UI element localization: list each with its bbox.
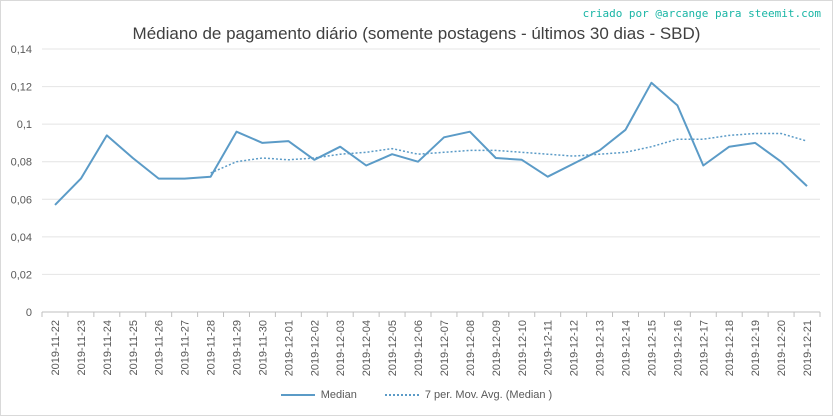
x-tick-label: 2019-12-16 [672,320,684,376]
y-tick-label: 0,04 [11,232,32,244]
x-tick-label: 2019-12-10 [517,320,529,376]
y-tick-label: 0,02 [11,269,32,281]
x-tick-label: 2019-12-03 [335,320,347,376]
y-tick-label: 0,1 [17,119,32,131]
legend-label-moving-average: 7 per. Mov. Avg. (Median ) [424,389,553,401]
series-line-median [54,81,808,206]
y-tick-label: 0,14 [11,44,32,56]
legend-item-median: Median [280,389,357,401]
chart-title: Médiano de pagamento diário (somente pos… [132,24,701,43]
x-tick-label: 2019-11-24 [102,320,114,375]
legend: Median 7 per. Mov. Avg. (Median ) [0,389,833,401]
x-tick-label: 2019-12-13 [595,320,607,376]
series-lines [54,81,808,206]
x-tick-label: 2019-12-15 [646,320,658,376]
x-tick-label: 2019-11-25 [128,320,140,375]
credit-text: criado por @arcange para steemit.com [582,7,821,20]
legend-swatch-dotted [384,394,419,396]
y-tick-label: 0 [26,307,32,319]
x-tick-label: 2019-12-17 [698,320,710,376]
x-tick-label: 2019-11-28 [206,320,218,375]
y-tick-label: 0,06 [11,194,32,206]
x-tick-label: 2019-12-02 [309,320,321,376]
y-tick-label: 0,08 [11,157,32,169]
x-tick-label: 2019-11-23 [76,320,88,375]
x-tick-label: 2019-12-01 [283,320,295,376]
x-tick-label: 2019-12-19 [750,320,762,376]
x-tick-label: 2019-11-22 [50,320,62,375]
x-tick-label: 2019-11-26 [154,320,166,375]
x-tick-label: 2019-12-05 [387,320,399,376]
x-tick-label: 2019-12-06 [413,320,425,376]
x-tick-label: 2019-12-12 [569,320,581,376]
legend-label-median: Median [320,389,357,401]
x-tick-label: 2019-12-09 [491,320,503,376]
x-tick-label: 2019-12-20 [776,320,788,376]
legend-swatch-solid [280,394,315,396]
x-axis-ticks: 2019-11-22 2019-11-23 2019-11-24 2019-11-25… [50,320,814,376]
x-tick-label: 2019-11-30 [257,320,269,375]
x-tick-label: 2019-12-21 [802,320,814,376]
gridlines [41,48,821,317]
x-tick-label: 2019-12-18 [724,320,736,376]
x-tick-label: 2019-12-11 [543,320,555,375]
y-tick-label: 0,12 [11,82,32,94]
x-tick-label: 2019-12-14 [621,320,633,376]
x-tick-label: 2019-12-07 [439,320,451,376]
x-tick-label: 2019-12-04 [361,320,373,376]
y-axis-ticks: 0 0,02 0,04 0,06 0,08 0,1 0,12 0,14 [11,44,32,319]
legend-item-moving-average: 7 per. Mov. Avg. (Median ) [384,389,553,401]
x-tick-label: 2019-11-29 [232,320,244,375]
series-line-moving-average [210,132,808,174]
x-tick-label: 2019-12-08 [465,320,477,376]
x-tick-label: 2019-11-27 [180,320,192,375]
